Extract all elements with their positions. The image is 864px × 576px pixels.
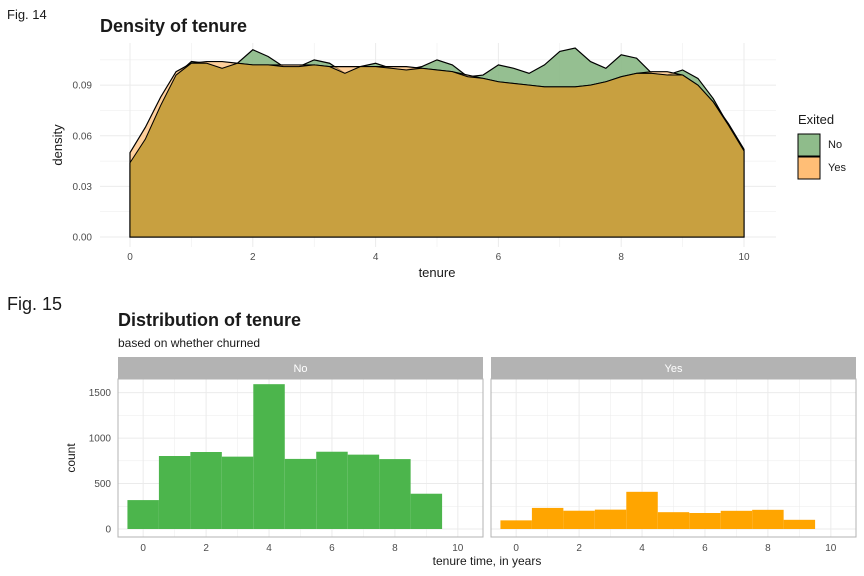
y-tick-label: 1500 <box>89 388 112 399</box>
histogram-bar <box>720 510 753 529</box>
facet-strip <box>491 357 856 379</box>
y-tick-label: 0 <box>105 525 111 536</box>
y-tick-label: 500 <box>94 479 111 490</box>
facet-panel-yes: Yes 0 2 4 6 8 10 <box>490 357 857 554</box>
x-tick-label: 8 <box>618 252 624 263</box>
y-tick-label: 0.09 <box>73 81 93 92</box>
facet-strip-label: No <box>293 363 307 375</box>
x-tick-label: 10 <box>825 543 837 554</box>
x-tick-label: 0 <box>140 543 146 554</box>
histogram-bar <box>347 454 380 529</box>
histogram-bar <box>783 519 816 529</box>
histogram-bar <box>316 451 348 529</box>
facet-panel-border <box>117 378 484 538</box>
legend-label-no: No <box>828 139 842 151</box>
histogram-panels: No 0 2 4 6 8 10 0 500 1000 1500 Yes 0 2 4 6 8 10 <box>89 357 857 554</box>
histogram-bar <box>594 509 627 529</box>
x-tick-label: 6 <box>329 543 335 554</box>
figure-14-label: Fig. 14 <box>7 7 47 22</box>
density-y-ticks: 0.00 0.03 0.06 0.09 <box>73 81 93 244</box>
histogram-bar <box>626 491 658 529</box>
density-y-axis-title: density <box>50 124 65 166</box>
legend-key-no <box>797 133 821 157</box>
histogram-bar <box>190 452 222 529</box>
legend-key-yes <box>797 156 821 180</box>
histogram-bar <box>500 520 532 529</box>
histogram-bar <box>689 513 721 529</box>
histogram-bar <box>379 459 411 529</box>
density-chart: Density of tenure 0.00 0.03 0.06 0.09 0 2 4 6 8… <box>50 16 846 280</box>
facet-panel-no: No 0 2 4 6 8 10 0 500 1000 1500 <box>89 357 484 554</box>
x-tick-label: 4 <box>639 543 645 554</box>
density-legend: Exited No Yes <box>797 112 846 180</box>
x-tick-label: 4 <box>373 252 379 263</box>
facet-strip-label: Yes <box>665 363 683 375</box>
density-x-axis-title: tenure <box>419 265 456 280</box>
density-overlap-area <box>129 62 745 238</box>
density-chart-title: Density of tenure <box>100 16 247 36</box>
x-tick-label: 10 <box>738 252 750 263</box>
x-tick-label: 6 <box>702 543 708 554</box>
histogram-bar <box>657 512 690 529</box>
x-tick-label: 0 <box>513 543 519 554</box>
y-tick-label: 0.03 <box>73 182 93 193</box>
histogram-bar <box>158 456 191 529</box>
density-areas <box>129 47 745 238</box>
facet-panel-border <box>490 378 857 538</box>
histogram-bar <box>127 500 159 529</box>
facet-strip <box>118 357 483 379</box>
x-tick-label: 10 <box>452 543 464 554</box>
histogram-bar <box>284 458 317 529</box>
density-x-ticks: 0 2 4 6 8 10 <box>127 252 750 263</box>
y-tick-label: 0.00 <box>73 233 93 244</box>
histogram-bar <box>221 456 254 529</box>
x-tick-label: 4 <box>266 543 272 554</box>
figure-15-label: Fig. 15 <box>7 294 63 314</box>
x-tick-label: 6 <box>496 252 502 263</box>
histogram-title: Distribution of tenure <box>118 310 301 330</box>
x-tick-label: 2 <box>576 543 582 554</box>
x-tick-label: 2 <box>250 252 256 263</box>
x-tick-label: 2 <box>203 543 209 554</box>
y-tick-label: 1000 <box>89 434 112 445</box>
histogram-bar <box>253 384 285 529</box>
histogram-bar <box>752 509 784 529</box>
histogram-bar <box>563 510 595 529</box>
histogram-bar <box>410 493 443 529</box>
histogram-x-axis-title: tenure time, in years <box>433 554 542 568</box>
legend-label-yes: Yes <box>828 162 846 174</box>
legend-title: Exited <box>798 112 834 127</box>
x-tick-label: 8 <box>765 543 771 554</box>
y-tick-label: 0.06 <box>73 131 93 142</box>
histogram-y-axis-title: count <box>64 443 78 473</box>
histogram-bar <box>531 507 564 529</box>
histogram-subtitle: based on whether churned <box>118 336 260 350</box>
histogram-chart: Distribution of tenure based on whether … <box>64 310 857 568</box>
x-tick-label: 8 <box>392 543 398 554</box>
x-tick-label: 0 <box>127 252 133 263</box>
